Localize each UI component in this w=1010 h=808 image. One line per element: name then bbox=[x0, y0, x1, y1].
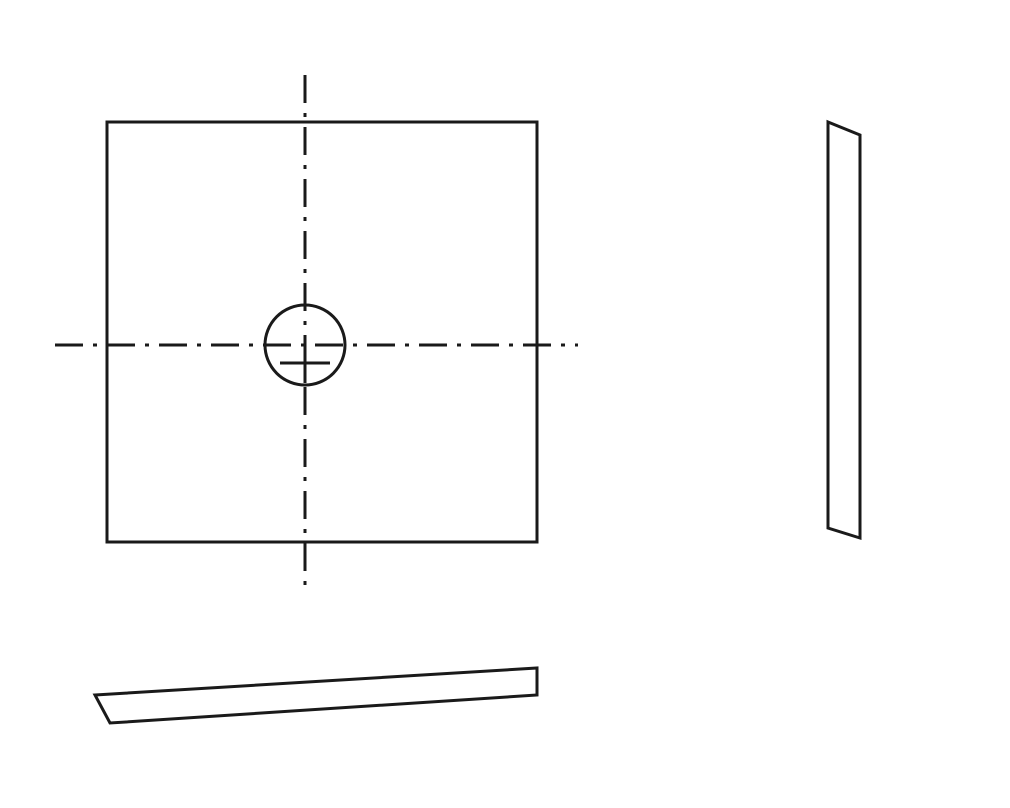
front-view-outline bbox=[107, 122, 537, 542]
top-view-outline bbox=[95, 668, 537, 723]
technical-drawing bbox=[0, 0, 1010, 808]
side-view-outline bbox=[828, 122, 860, 538]
